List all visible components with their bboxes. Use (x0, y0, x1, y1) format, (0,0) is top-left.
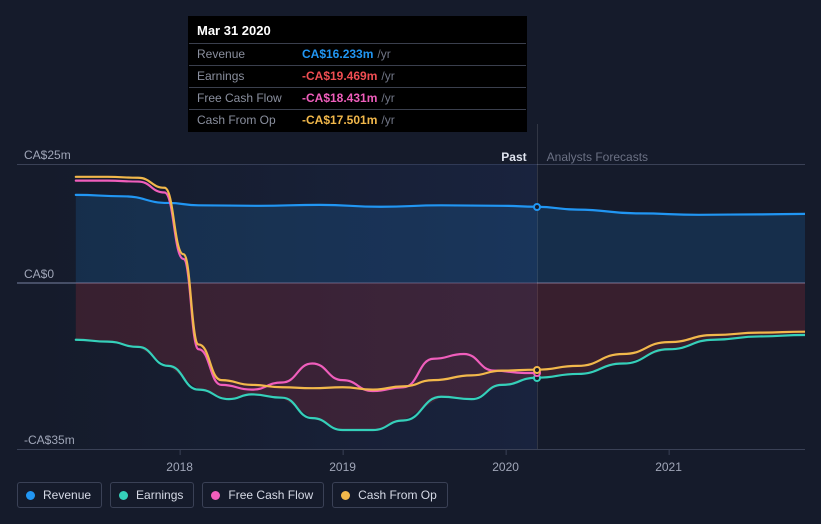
x-axis-label: 2021 (655, 460, 682, 474)
y-gridline (17, 282, 805, 284)
legend-item-cfo[interactable]: Cash From Op (332, 482, 448, 508)
tooltip-row-unit: /yr (381, 113, 394, 128)
label-past: Past (477, 150, 527, 164)
tooltip-row-label: Revenue (197, 47, 302, 62)
y-axis-label: CA$0 (24, 267, 54, 281)
past-forecast-divider (537, 124, 538, 449)
legend-swatch (211, 491, 220, 500)
chart-plot-area: CA$25mCA$0-CA$35m 2018201920202021 Past … (17, 124, 805, 464)
tooltip-row-value: -CA$19.469m (302, 69, 377, 84)
tooltip-row-value: CA$16.233m (302, 47, 373, 62)
legend-label: Free Cash Flow (228, 488, 313, 502)
tooltip-row-value: -CA$17.501m (302, 113, 377, 128)
chart-svg (17, 124, 805, 449)
y-axis-label: -CA$35m (24, 433, 75, 447)
tooltip-row-unit: /yr (377, 47, 390, 62)
marker-revenue (533, 203, 541, 211)
tooltip-date: Mar 31 2020 (189, 17, 526, 44)
earnings-revenue-chart: Mar 31 2020 RevenueCA$16.233m/yrEarnings… (17, 16, 805, 508)
tooltip-row-label: Earnings (197, 69, 302, 84)
legend-swatch (341, 491, 350, 500)
legend-swatch (26, 491, 35, 500)
label-forecast: Analysts Forecasts (547, 150, 648, 164)
tooltip-row-unit: /yr (381, 91, 394, 106)
x-axis-label: 2018 (166, 460, 193, 474)
y-gridline (17, 164, 805, 165)
tooltip-row: Free Cash Flow-CA$18.431m/yr (189, 87, 526, 109)
x-axis-tick: 2018 (166, 452, 193, 476)
area-revenue (76, 195, 805, 283)
legend-item-revenue[interactable]: Revenue (17, 482, 102, 508)
line-earnings (76, 335, 805, 430)
tooltip-row-label: Cash From Op (197, 113, 302, 128)
tooltip-row: Earnings-CA$19.469m/yr (189, 65, 526, 87)
area-earnings (76, 283, 805, 430)
x-axis-tick: 2019 (329, 452, 356, 476)
tooltip-row: Cash From Op-CA$17.501m/yr (189, 109, 526, 131)
x-axis-tick: 2021 (655, 452, 682, 476)
chart-tooltip: Mar 31 2020 RevenueCA$16.233m/yrEarnings… (188, 16, 527, 132)
legend-label: Cash From Op (358, 488, 437, 502)
tooltip-row-unit: /yr (381, 69, 394, 84)
legend-swatch (119, 491, 128, 500)
x-axis-tick: 2020 (492, 452, 519, 476)
line-fcf (76, 181, 537, 391)
tooltip-row: RevenueCA$16.233m/yr (189, 44, 526, 65)
line-revenue (76, 195, 805, 215)
legend-item-fcf[interactable]: Free Cash Flow (202, 482, 324, 508)
x-axis-label: 2019 (329, 460, 356, 474)
chart-legend: Revenue Earnings Free Cash Flow Cash From O… (17, 482, 448, 508)
y-axis-label: CA$25m (24, 148, 71, 162)
past-period-shade (47, 164, 537, 449)
legend-item-earnings[interactable]: Earnings (110, 482, 194, 508)
legend-label: Earnings (136, 488, 183, 502)
tooltip-row-value: -CA$18.431m (302, 91, 377, 106)
marker-cfo (533, 366, 541, 374)
legend-label: Revenue (43, 488, 91, 502)
x-axis-baseline (17, 449, 805, 450)
tooltip-row-label: Free Cash Flow (197, 91, 302, 106)
x-axis-label: 2020 (492, 460, 519, 474)
